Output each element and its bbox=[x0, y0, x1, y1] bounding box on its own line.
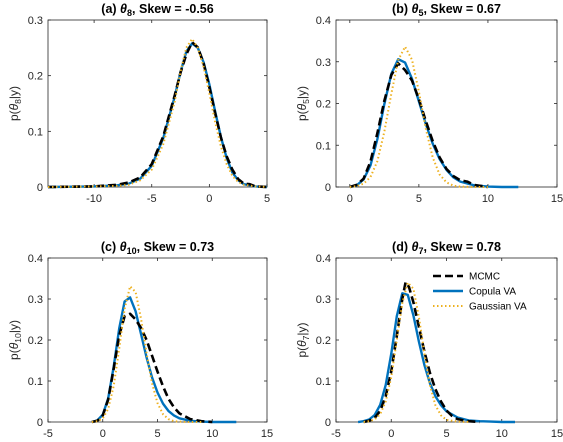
panel-b-title: (b) θ5, Skew = 0.67 bbox=[392, 2, 501, 18]
panel-d-xtick-label: 15 bbox=[551, 428, 563, 440]
panel-d-ytick-label: 0.1 bbox=[316, 376, 331, 388]
panel-d-ytick-label: 0 bbox=[325, 417, 331, 429]
panel-b-xtick-label: 10 bbox=[482, 193, 494, 205]
panel-d-xtick-label: 0 bbox=[388, 428, 394, 440]
panel-b-ytick-label: 0.3 bbox=[316, 57, 331, 69]
panel-c-xtick-label: 10 bbox=[206, 428, 218, 440]
panel-a-xtick-label: -5 bbox=[147, 193, 157, 205]
panel-a-xtick-label: -10 bbox=[86, 193, 102, 205]
panel-b-xtick-label: 5 bbox=[416, 193, 422, 205]
panel-c-ytick-label: 0.3 bbox=[28, 294, 43, 306]
panel-a-xtick-label: 5 bbox=[264, 193, 270, 205]
legend-label-mcmc: MCMC bbox=[469, 272, 500, 283]
panel-b-ytick-label: 0.2 bbox=[316, 99, 331, 111]
panel-c-xtick-label: 0 bbox=[100, 428, 106, 440]
panel-c-ytick-label: 0.4 bbox=[28, 253, 43, 265]
panel-d-series-mcmc bbox=[363, 280, 480, 424]
panel-a-ytick-label: 0 bbox=[37, 182, 43, 194]
panel-c-ytick-label: 0 bbox=[37, 417, 43, 429]
panel-d-ylabel: p(θ7|y) bbox=[295, 322, 311, 357]
panel-a: -10 -5 0 5 0 0.1 0.2 0.3 (a) θ8, Skew = -0.56 p(θ… bbox=[7, 2, 270, 205]
panel-a-xtick-label: 0 bbox=[206, 193, 212, 205]
panel-c-series-mcmc bbox=[91, 312, 213, 424]
panel-c-ytick-label: 0.1 bbox=[28, 376, 43, 388]
panel-c-ytick-label: 0.2 bbox=[28, 335, 43, 347]
panel-d-title: (d) θ7, Skew = 0.78 bbox=[392, 240, 501, 256]
panel-a-ytick-label: 0.3 bbox=[28, 15, 43, 27]
panel-b: 0 5 10 15 0 0.1 0.2 0.3 0.4 (b) θ5, Skew = 0.67 p(… bbox=[295, 2, 563, 205]
panel-c-xtick-label: 5 bbox=[154, 428, 160, 440]
panel-d-xtick-label: -5 bbox=[331, 428, 341, 440]
panel-d-xtick-label: 5 bbox=[443, 428, 449, 440]
panel-b-ytick-label: 0.1 bbox=[316, 140, 331, 152]
panel-b-series-mcmc bbox=[349, 62, 489, 189]
panel-d-ytick-label: 0.4 bbox=[316, 253, 331, 265]
panel-c-axes-box bbox=[47, 257, 268, 423]
panel-b-xtick-label: 15 bbox=[551, 193, 563, 205]
panel-b-ytick-label: 0.4 bbox=[316, 15, 331, 27]
legend: MCMC Copula VA Gaussian VA bbox=[426, 263, 552, 319]
panel-a-ylabel: p(θ8|y) bbox=[7, 86, 23, 121]
panel-a-ytick-label: 0.2 bbox=[28, 71, 43, 83]
legend-label-gaussian-va: Gaussian VA bbox=[469, 302, 527, 313]
panel-d-xtick-label: 10 bbox=[496, 428, 508, 440]
panel-b-xtick-label: 0 bbox=[347, 193, 353, 205]
panel-c-ylabel: p(θ10|y) bbox=[7, 320, 23, 360]
panel-c-xtick-label: -5 bbox=[43, 428, 53, 440]
panel-d-ytick-label: 0.2 bbox=[316, 335, 331, 347]
legend-label-copula-va: Copula VA bbox=[469, 287, 516, 298]
panel-d-ytick-label: 0.3 bbox=[316, 294, 331, 306]
panel-c-title: (c) θ10, Skew = 0.73 bbox=[101, 240, 214, 256]
panel-a-axes-box bbox=[47, 19, 268, 188]
panel-a-title: (a) θ8, Skew = -0.56 bbox=[101, 2, 213, 18]
panel-b-axes-box bbox=[335, 19, 558, 188]
panel-b-ytick-label: 0 bbox=[325, 182, 331, 194]
panel-b-ylabel: p(θ5|y) bbox=[295, 86, 311, 121]
panel-c-xtick-label: 15 bbox=[261, 428, 273, 440]
panel-a-ytick-label: 0.1 bbox=[28, 126, 43, 138]
